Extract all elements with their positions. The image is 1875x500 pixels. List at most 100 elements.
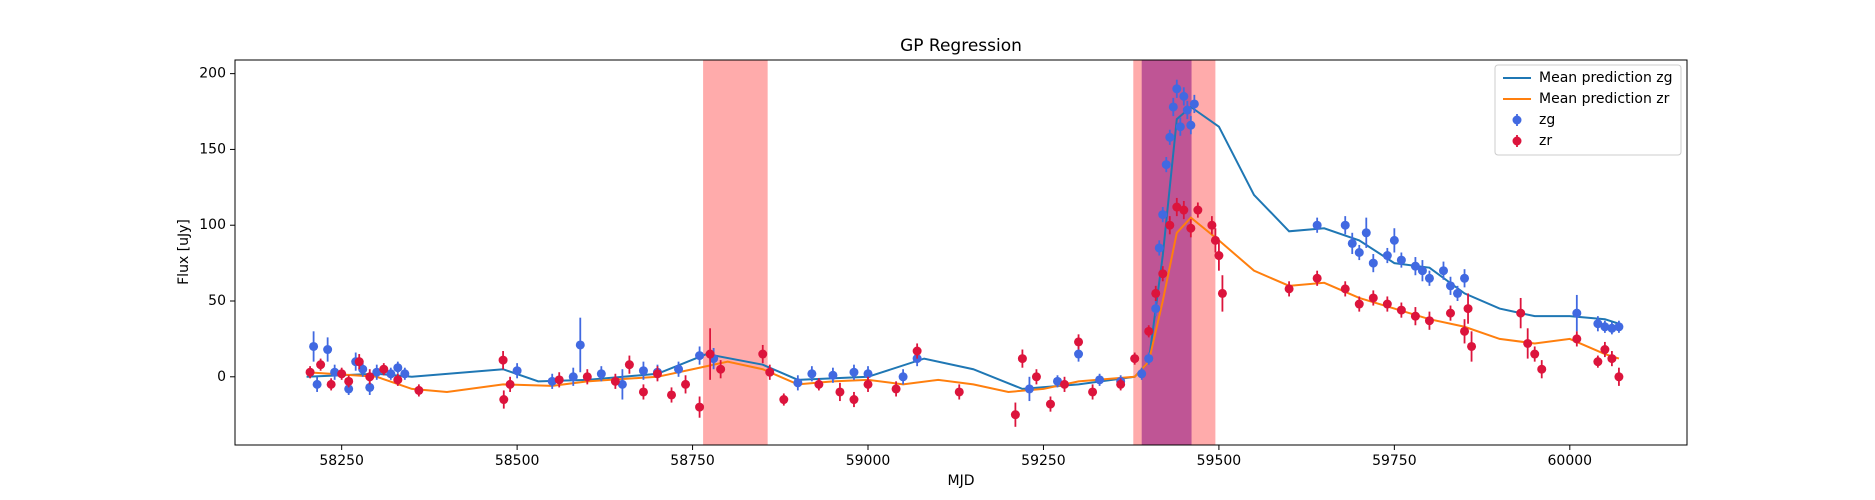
data-point [891,384,901,394]
data-point [1354,299,1364,309]
data-point [305,367,315,377]
data-point [1614,322,1624,332]
data-point [400,369,410,379]
data-point [1031,372,1041,382]
data-point [316,360,326,370]
legend-label: Mean prediction zr [1539,91,1670,107]
data-point [1572,334,1582,344]
data-point [779,395,789,405]
data-point [1179,205,1189,215]
data-point [1182,105,1192,115]
data-point [1382,251,1392,261]
data-point [337,369,347,379]
data-point [1144,354,1154,364]
data-point [1593,357,1603,367]
legend-label: zg [1539,112,1555,128]
data-point [1193,205,1203,215]
data-point [354,357,364,367]
data-point [1382,299,1392,309]
data-point [1165,220,1175,230]
data-point [1368,293,1378,303]
data-point [1161,160,1171,170]
y-tick-label: 0 [217,369,226,385]
data-point [344,376,354,386]
data-point [505,379,515,389]
y-tick-label: 200 [199,66,226,82]
data-point [414,385,424,395]
data-point [1460,273,1470,283]
data-point [1151,304,1161,314]
x-tick-label: 58500 [495,453,540,469]
data-point [1172,84,1182,94]
data-point [835,387,845,397]
data-point [1175,122,1185,132]
data-point [705,349,715,359]
data-point [1445,308,1455,318]
data-point [1172,202,1182,212]
legend-label: Mean prediction zg [1539,70,1673,86]
data-point [312,379,322,389]
data-point [1572,308,1582,318]
data-point [1144,326,1154,336]
data-point [1361,228,1371,238]
data-point [1417,266,1427,276]
data-point [330,367,340,377]
data-point [358,364,368,374]
data-point [912,346,922,356]
data-point [1088,387,1098,397]
data-point [674,364,684,374]
x-tick-label: 58250 [319,453,364,469]
data-point [863,379,873,389]
data-point [386,369,396,379]
data-point [393,375,403,385]
plot-area [305,60,1624,445]
data-point [1340,220,1350,230]
data-point [695,402,705,412]
data-point [547,376,557,386]
x-axis-label: MJD [948,473,975,489]
data-point [1445,281,1455,291]
data-point [1165,132,1175,142]
data-point [1017,354,1027,364]
x-tick-label: 58750 [670,453,715,469]
data-point [1052,376,1062,386]
data-point [1210,235,1220,245]
mean-line [306,105,1620,390]
data-point [638,387,648,397]
data-point [1045,399,1055,409]
data-point [1284,284,1294,294]
chart-title: GP Regression [900,36,1022,56]
data-point [1516,308,1526,318]
data-point [1424,273,1434,283]
data-point [393,363,403,373]
legend-swatch [1512,136,1522,146]
data-point [1463,304,1473,314]
data-point [898,372,908,382]
data-point [1523,338,1533,348]
data-point [624,360,634,370]
data-point [849,367,859,377]
data-point [863,369,873,379]
data-point [716,364,726,374]
data-point [1074,349,1084,359]
data-point [828,370,838,380]
data-point [1410,261,1420,271]
data-point [1410,311,1420,321]
data-point [326,379,336,389]
data-point [1600,345,1610,355]
y-tick-label: 100 [199,217,226,233]
data-point [1460,326,1470,336]
data-point [1593,319,1603,329]
data-point [1354,248,1364,257]
shaded-span [1141,60,1192,445]
data-point [1217,288,1227,298]
legend-swatch [1512,115,1522,125]
data-point [849,395,859,405]
data-point [1312,220,1322,230]
data-point [323,345,333,355]
data-point [1158,269,1168,279]
data-point [667,390,677,400]
data-point [638,366,648,376]
data-point [695,351,705,361]
